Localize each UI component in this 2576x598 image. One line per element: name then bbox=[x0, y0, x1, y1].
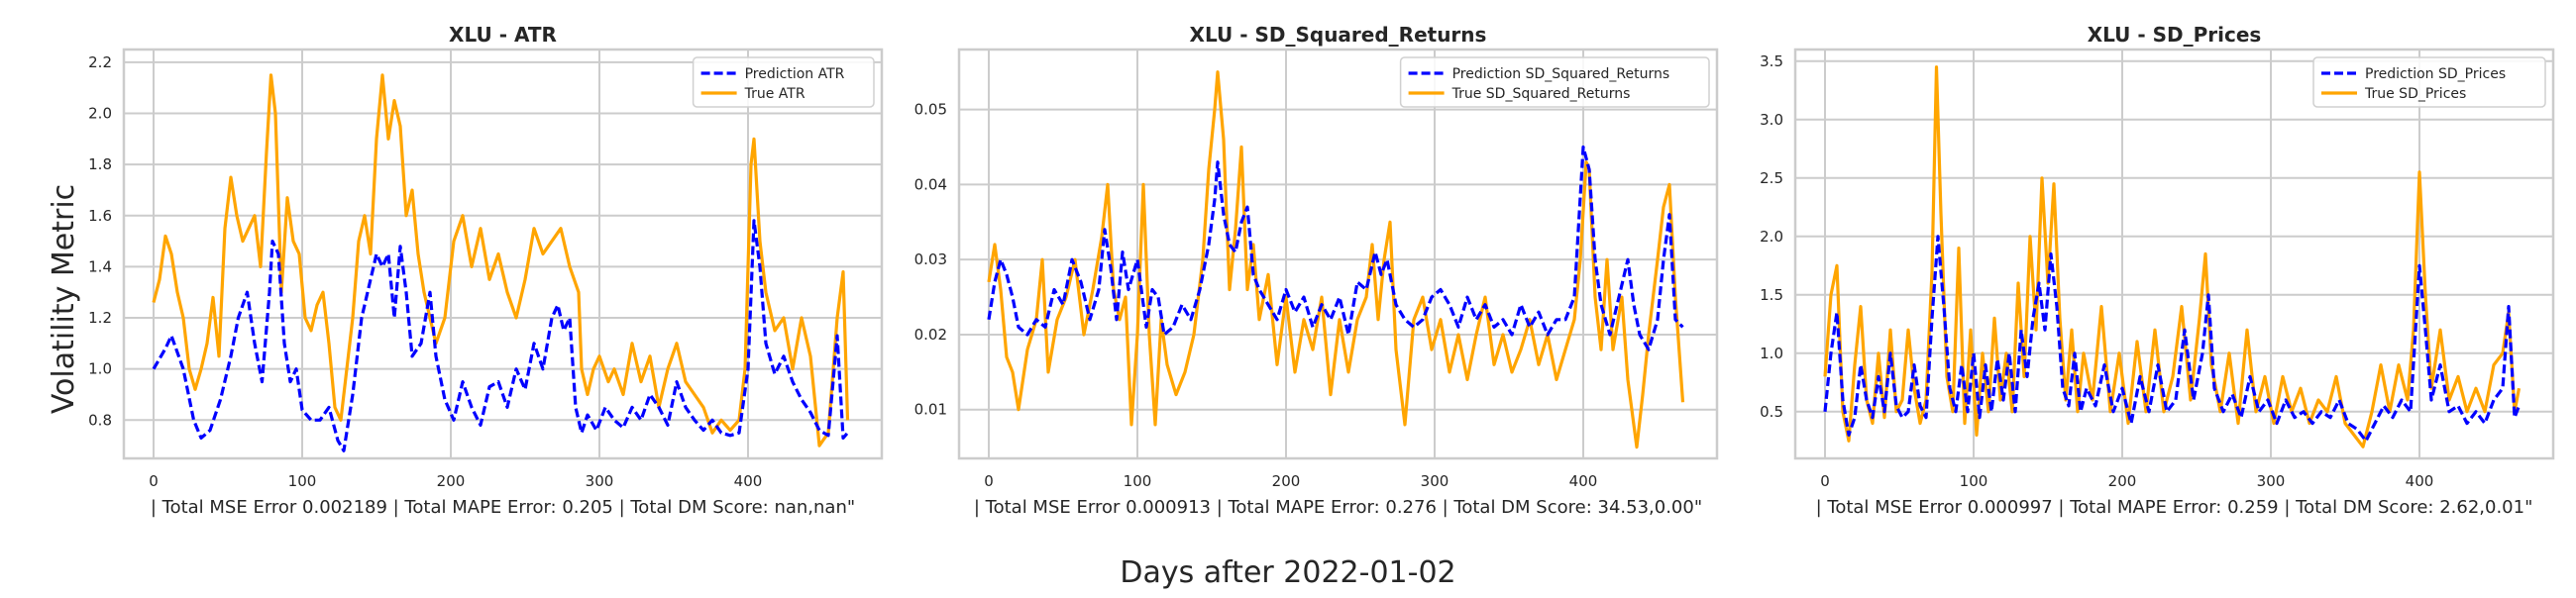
x-tick-label: 300 bbox=[1421, 472, 1449, 490]
legend-box bbox=[1399, 56, 1710, 108]
x-tick-label: 100 bbox=[1124, 472, 1152, 490]
chart-1: 0 100 200 300 400 0.8 1.0 1.2 1.4 1.6 1.8 2.0 2.2 XLU… bbox=[88, 23, 884, 518]
legend: Prediction ATR True ATR bbox=[692, 56, 875, 108]
chart-xlabel: | Total MSE Error 0.000913 | Total MAPE … bbox=[974, 497, 1702, 518]
y-tick-label: 0.8 bbox=[88, 411, 112, 429]
x-tick-label: 400 bbox=[2406, 472, 2434, 490]
chart-xlabel: | Total MSE Error 0.000997 | Total MAPE … bbox=[1816, 497, 2533, 518]
legend-label: Prediction SD_Squared_Returns bbox=[1452, 66, 1670, 82]
plot-area bbox=[124, 50, 882, 458]
x-tick-label: 200 bbox=[1272, 472, 1301, 490]
y-tick-label: 1.6 bbox=[88, 207, 112, 225]
legend-label: True SD_Prices bbox=[2364, 86, 2466, 102]
prediction-series-line bbox=[987, 145, 1684, 351]
x-tick-label: 200 bbox=[2108, 472, 2137, 490]
y-tick-label: 1.2 bbox=[88, 309, 112, 327]
plot-area bbox=[959, 50, 1717, 458]
x-tick-label: 0 bbox=[149, 472, 159, 490]
x-tick-label: 400 bbox=[1569, 472, 1598, 490]
y-tick-label: 2.0 bbox=[88, 105, 112, 123]
y-tick-label: 2.5 bbox=[1760, 169, 1783, 187]
x-tick-label: 0 bbox=[984, 472, 994, 490]
y-tick-label: 0.05 bbox=[914, 101, 947, 119]
y-tick-label: 0.5 bbox=[1760, 403, 1783, 421]
true-series-line bbox=[987, 70, 1685, 449]
chart-title: XLU - SD_Prices bbox=[2088, 23, 2262, 47]
x-tick-label: 300 bbox=[2257, 472, 2286, 490]
y-tick-label: 0.03 bbox=[914, 250, 947, 268]
axes-frame bbox=[122, 48, 884, 460]
legend-label: True SD_Squared_Returns bbox=[1451, 86, 1631, 102]
legend-box bbox=[692, 56, 875, 108]
legend-label: Prediction ATR bbox=[745, 66, 845, 82]
y-tick-label: 2.0 bbox=[1760, 228, 1783, 246]
legend: Prediction SD_Prices True SD_Prices bbox=[2312, 56, 2546, 108]
prediction-series-line bbox=[1823, 235, 2521, 443]
legend-label: Prediction SD_Prices bbox=[2365, 66, 2506, 82]
figure-xlabel: Days after 2022-01-02 bbox=[1120, 555, 1455, 590]
prediction-series-line bbox=[152, 219, 849, 452]
true-series-line bbox=[1823, 65, 2522, 448]
y-tick-label: 0.01 bbox=[914, 401, 947, 419]
y-tick-label: 0.04 bbox=[914, 175, 947, 193]
y-tick-label: 3.5 bbox=[1760, 52, 1783, 70]
y-tick-label: 2.2 bbox=[88, 53, 112, 71]
x-tick-label: 300 bbox=[586, 472, 614, 490]
chart-3: 0 100 200 300 400 0.5 1.0 1.5 2.0 2.5 3.0 3.5 XLU - … bbox=[1760, 23, 2555, 518]
chart-xlabel: | Total MSE Error 0.002189 | Total MAPE … bbox=[151, 497, 855, 518]
x-tick-label: 100 bbox=[1960, 472, 1988, 490]
legend-label: True ATR bbox=[744, 86, 805, 102]
chart-title: XLU - SD_Squared_Returns bbox=[1190, 23, 1487, 47]
figure-ylabel: Volatility Metric bbox=[47, 184, 81, 414]
y-tick-label: 1.4 bbox=[88, 257, 112, 275]
y-tick-label: 1.0 bbox=[1760, 345, 1783, 362]
legend-box bbox=[2312, 56, 2546, 108]
x-tick-label: 200 bbox=[437, 472, 466, 490]
y-tick-label: 1.0 bbox=[88, 360, 112, 378]
x-tick-label: 400 bbox=[734, 472, 763, 490]
x-tick-label: 0 bbox=[1820, 472, 1830, 490]
chart-2: 0 100 200 300 400 0.01 0.02 0.03 0.04 0.05 XLU - S… bbox=[914, 23, 1719, 518]
y-tick-label: 0.02 bbox=[914, 326, 947, 344]
true-series-line bbox=[152, 73, 850, 448]
y-tick-label: 1.5 bbox=[1760, 286, 1783, 304]
legend: Prediction SD_Squared_Returns True SD_Squ… bbox=[1399, 56, 1710, 108]
y-tick-label: 3.0 bbox=[1760, 111, 1783, 129]
axes-frame bbox=[957, 48, 1719, 460]
chart-title: XLU - ATR bbox=[449, 23, 557, 47]
axes-frame bbox=[1793, 48, 2555, 460]
x-tick-label: 100 bbox=[288, 472, 317, 490]
y-tick-label: 1.8 bbox=[88, 155, 112, 173]
plot-area bbox=[1795, 50, 2553, 458]
